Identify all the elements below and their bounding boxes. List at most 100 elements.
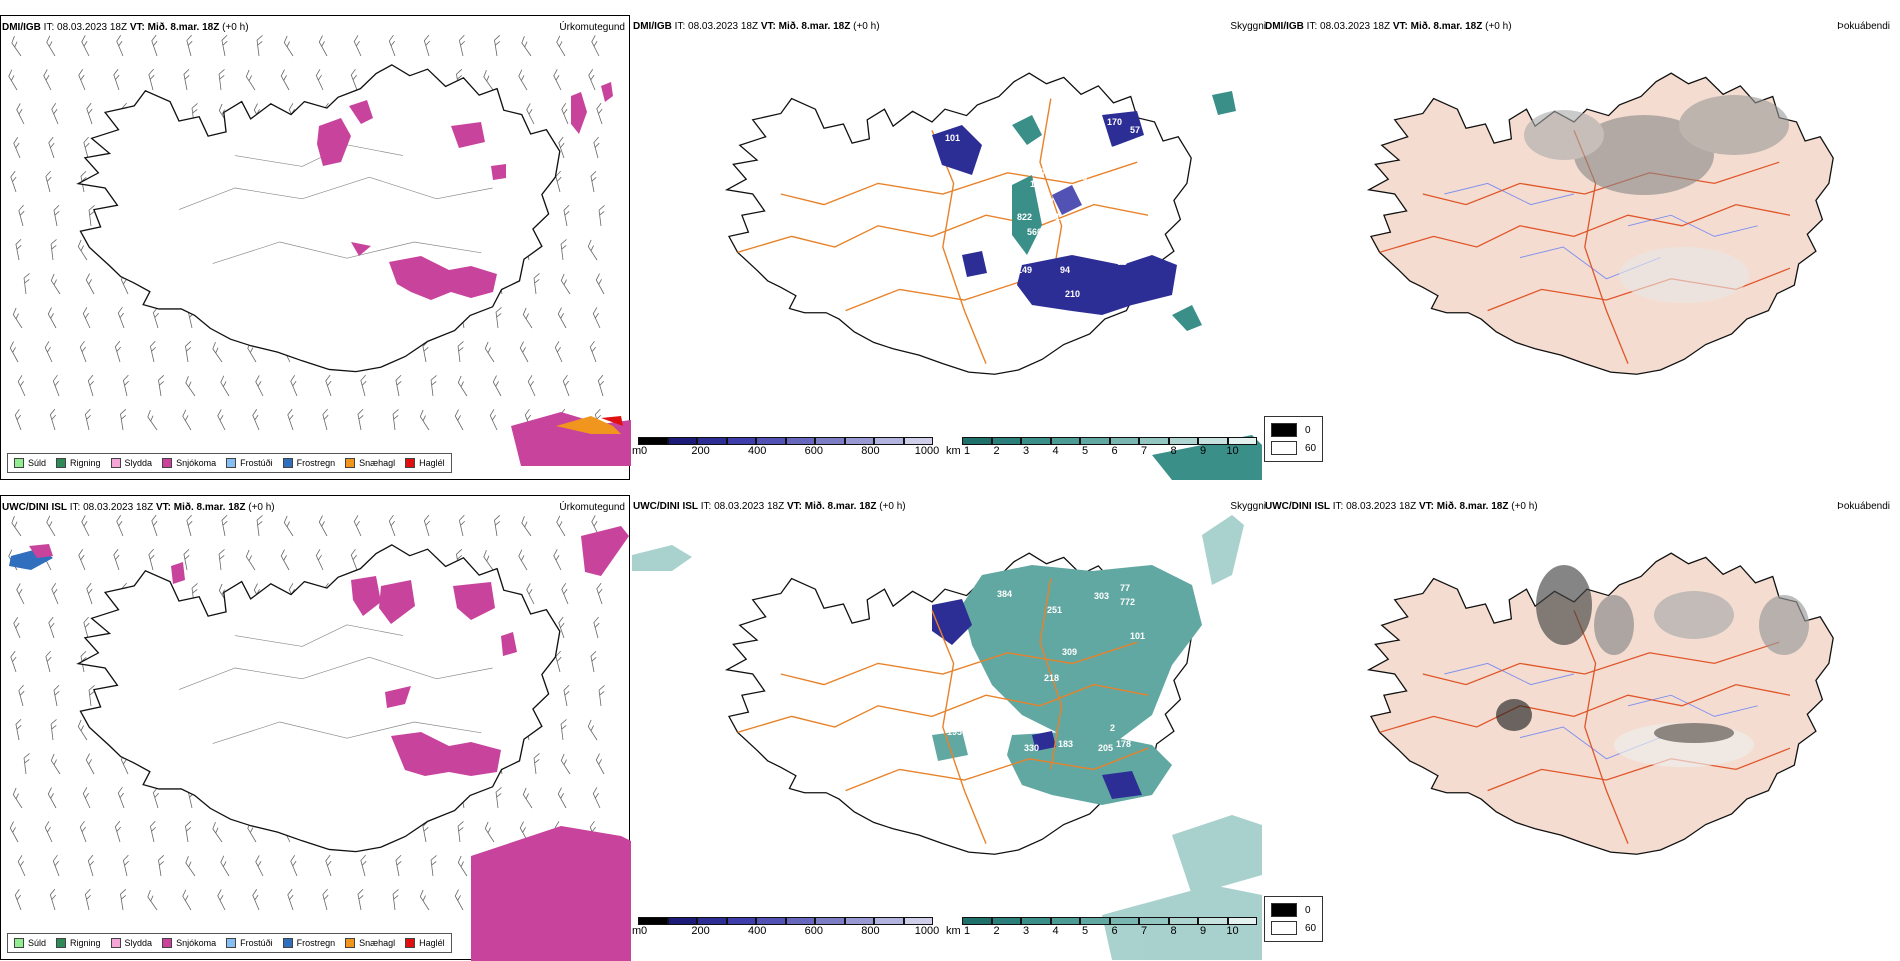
wind-barb (15, 718, 22, 741)
wind-barb (47, 307, 57, 329)
wind-barb (563, 204, 570, 227)
fog-legend-item: 60 (1271, 919, 1316, 937)
precip-type-map (8, 514, 631, 961)
wind-barb (392, 889, 399, 911)
colorbar-tick-label: 8 (1170, 925, 1177, 937)
wind-barb (46, 515, 56, 537)
fog-index-legend: 0 60 (1264, 416, 1324, 462)
wind-barb (87, 854, 94, 877)
fog-areas (1496, 565, 1809, 767)
wind-barb (43, 69, 52, 91)
panel-fog-index-uwc: UWC/DINI ISL IT: 08.03.2023 18Z VT: Mið.… (1264, 495, 1894, 960)
wind-barb (221, 34, 228, 57)
svg-text:11: 11 (957, 235, 967, 245)
wind-barb (10, 650, 17, 673)
colorbar-cell (903, 437, 933, 445)
legend-item: Snjókoma (162, 458, 216, 468)
wind-barb (217, 409, 226, 431)
wind-barb (151, 514, 158, 537)
wind-barb (52, 374, 60, 397)
legend-item: Slydda (110, 938, 152, 948)
wind-barb (492, 375, 502, 397)
wind-barb (78, 69, 86, 91)
wind-barb (557, 787, 567, 809)
wind-barb (430, 375, 437, 397)
wind-barb (280, 69, 290, 91)
wind-barb (252, 409, 260, 431)
precip-type-legend: Súld Rigning Slydda Snjókoma Frostúði Fr… (7, 453, 452, 473)
colorbar-tick-label: 1 (963, 925, 971, 937)
wind-barb (158, 855, 165, 877)
wind-barb (86, 582, 93, 605)
precip-type-map (8, 34, 631, 466)
roads (1379, 130, 1791, 364)
wind-barb (220, 855, 230, 877)
roads (178, 624, 493, 744)
wind-barb (186, 34, 193, 57)
wind-barb (322, 888, 329, 911)
snow-areas (171, 526, 631, 961)
svg-text:195: 195 (947, 727, 962, 737)
wind-barb (484, 341, 495, 363)
panel-header: DMI/IGB IT: 08.03.2023 18Z VT: Mið. 8.ma… (633, 21, 880, 32)
height-colorbar: 0 200 400 600 800 1000 m (632, 437, 939, 457)
wind-barb (458, 514, 466, 537)
wind-barb (521, 36, 532, 57)
wind-barb (592, 307, 601, 329)
colorbar-tick-label: 600 (804, 445, 823, 457)
wind-barb (283, 35, 294, 57)
svg-text:529: 529 (1050, 135, 1065, 145)
wind-barb (561, 103, 569, 125)
wind-barb (494, 35, 501, 57)
visibility-value-labels: 384 303 77 772 251 101 309 218 195 330 1… (947, 583, 1145, 753)
svg-text:185: 185 (1030, 179, 1045, 189)
colorbar-tick-label: 3 (1022, 925, 1030, 937)
legend-item: Súld (14, 458, 46, 468)
wind-barb (85, 753, 95, 775)
wind-barb (598, 205, 605, 227)
colorbar-cell (785, 917, 815, 925)
wind-barb (16, 583, 25, 605)
colorbar-cell (844, 437, 874, 445)
wind-barb (280, 549, 290, 571)
svg-text:205: 205 (1098, 743, 1113, 753)
fog-legend-item: 60 (1271, 439, 1316, 457)
wind-barb (81, 515, 90, 537)
wind-barb (13, 617, 21, 639)
wind-barb (558, 136, 565, 159)
wind-barb (83, 616, 90, 639)
legend-item: Slydda (110, 458, 152, 468)
wind-barb (522, 307, 533, 329)
wind-barb (388, 34, 396, 57)
wind-barb (114, 820, 121, 843)
wind-barb (80, 650, 87, 673)
roads (737, 98, 1149, 364)
wind-barb (560, 273, 571, 295)
wind-barb (8, 69, 18, 91)
wind-barb (11, 36, 22, 57)
svg-text:772: 772 (1120, 597, 1135, 607)
panel-visibility-uwc: UWC/DINI ISL IT: 08.03.2023 18Z VT: Mið.… (632, 495, 1266, 960)
wind-barb (44, 341, 53, 363)
wind-barb (11, 516, 22, 537)
fog-areas (1524, 95, 1789, 303)
wind-barb (117, 306, 125, 329)
wind-barb (519, 821, 529, 843)
colorbar-cell (726, 917, 756, 925)
colorbar-tick-label: 7 (1140, 445, 1148, 457)
colorbar-cell (1050, 437, 1080, 445)
wind-barb (290, 855, 298, 877)
wind-barb (50, 719, 57, 741)
legend-item: Frostregn (282, 458, 335, 468)
roads (1379, 610, 1791, 844)
wind-barb (315, 549, 324, 571)
svg-text:101: 101 (1130, 631, 1145, 641)
roads (737, 578, 1149, 844)
height-colorbar-cells (638, 917, 933, 925)
wind-barb (457, 855, 468, 877)
legend-item: Frostregn (282, 938, 335, 948)
colorbar-tick-label: 400 (748, 445, 767, 457)
colorbar-tick-label: 0 (640, 925, 648, 937)
colorbar-tick-label: 200 (691, 925, 710, 937)
wind-barb (218, 549, 225, 571)
